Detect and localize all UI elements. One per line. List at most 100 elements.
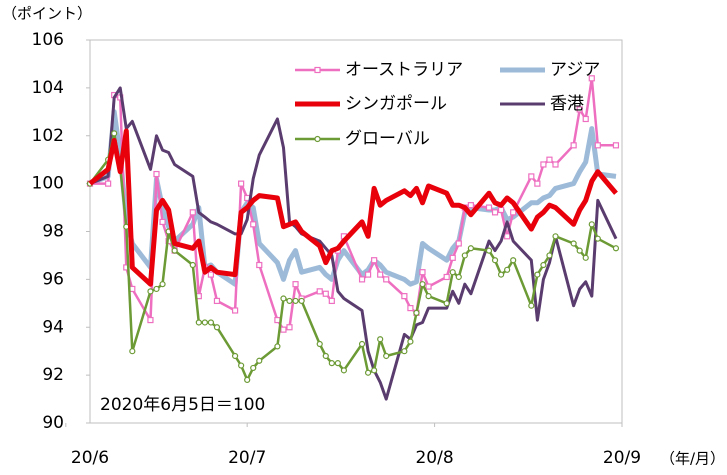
marker xyxy=(594,142,601,149)
legend-marker xyxy=(314,135,321,143)
marker xyxy=(504,266,511,273)
marker xyxy=(111,130,118,137)
annotation: 2020年6月5日＝100 xyxy=(100,395,265,415)
marker xyxy=(443,273,450,281)
legend-label: アジア xyxy=(550,60,600,80)
x-axis-label: （年/月） xyxy=(660,450,725,468)
marker xyxy=(153,285,160,293)
marker xyxy=(286,297,293,305)
y-axis-label: （ポイント） xyxy=(2,5,92,23)
marker xyxy=(105,180,112,187)
marker xyxy=(377,271,384,278)
marker xyxy=(207,271,215,278)
marker xyxy=(244,376,251,384)
legend-label: 香港 xyxy=(550,94,584,114)
marker xyxy=(528,302,535,309)
marker xyxy=(510,257,517,264)
legend-label: シンガポール xyxy=(345,94,447,114)
marker xyxy=(546,156,553,163)
marker xyxy=(449,269,456,276)
marker xyxy=(231,352,239,360)
marker xyxy=(328,297,335,305)
marker xyxy=(552,161,559,168)
series-line xyxy=(89,109,617,287)
marker xyxy=(274,343,281,350)
marker xyxy=(588,221,595,228)
marker xyxy=(407,305,414,312)
y-tick-label: 92 xyxy=(42,365,64,385)
y-tick-label: 106 xyxy=(32,30,64,50)
marker xyxy=(231,307,239,314)
marker xyxy=(425,283,432,290)
marker xyxy=(510,209,517,216)
marker xyxy=(358,340,366,348)
marker xyxy=(189,209,196,216)
marker xyxy=(238,180,245,187)
marker xyxy=(238,362,245,369)
marker xyxy=(485,204,493,211)
marker xyxy=(129,348,136,355)
series-line xyxy=(89,132,617,382)
marker xyxy=(540,161,547,168)
marker xyxy=(377,336,384,343)
marker xyxy=(207,319,215,326)
marker xyxy=(485,247,493,254)
marker xyxy=(576,106,583,113)
marker xyxy=(582,254,589,261)
marker xyxy=(328,360,335,367)
marker xyxy=(364,369,372,376)
marker xyxy=(497,206,505,214)
marker xyxy=(401,348,408,355)
marker xyxy=(250,221,257,228)
y-tick-label: 100 xyxy=(32,174,64,194)
marker xyxy=(504,233,511,240)
marker xyxy=(256,357,263,364)
marker xyxy=(449,254,456,261)
marker xyxy=(371,367,378,374)
marker xyxy=(491,257,499,264)
marker xyxy=(201,319,208,326)
y-tick-label: 98 xyxy=(42,222,64,242)
marker xyxy=(147,316,154,324)
x-tick-label: 20/6 xyxy=(71,448,109,468)
marker xyxy=(546,252,553,259)
marker xyxy=(612,142,620,149)
marker xyxy=(171,247,178,254)
marker xyxy=(292,297,299,305)
marker xyxy=(383,276,390,283)
marker xyxy=(250,364,257,372)
y-tick-label: 104 xyxy=(32,78,64,98)
marker xyxy=(213,297,221,305)
marker xyxy=(358,276,366,283)
marker xyxy=(455,240,462,247)
y-tick-label: 90 xyxy=(42,413,64,433)
marker xyxy=(570,142,577,149)
marker xyxy=(280,295,287,302)
marker xyxy=(213,324,221,331)
marker xyxy=(491,209,499,216)
marker xyxy=(322,290,329,297)
marker xyxy=(371,257,378,264)
marker xyxy=(401,293,408,300)
y-tick-label: 94 xyxy=(42,317,64,337)
legend-marker xyxy=(314,66,321,74)
marker xyxy=(582,115,589,123)
y-tick-label: 96 xyxy=(42,269,64,289)
marker xyxy=(570,240,577,247)
marker xyxy=(274,316,281,324)
x-tick-label: 20/9 xyxy=(603,448,641,468)
marker xyxy=(256,261,263,269)
marker xyxy=(540,261,547,269)
marker xyxy=(576,247,583,254)
marker xyxy=(292,281,299,288)
x-tick-label: 20/7 xyxy=(228,448,266,468)
marker xyxy=(588,75,595,82)
marker xyxy=(534,271,541,278)
marker xyxy=(334,360,341,367)
marker xyxy=(383,352,390,360)
marker xyxy=(461,252,468,259)
marker xyxy=(189,261,196,269)
marker xyxy=(280,326,287,333)
marker xyxy=(443,300,450,307)
